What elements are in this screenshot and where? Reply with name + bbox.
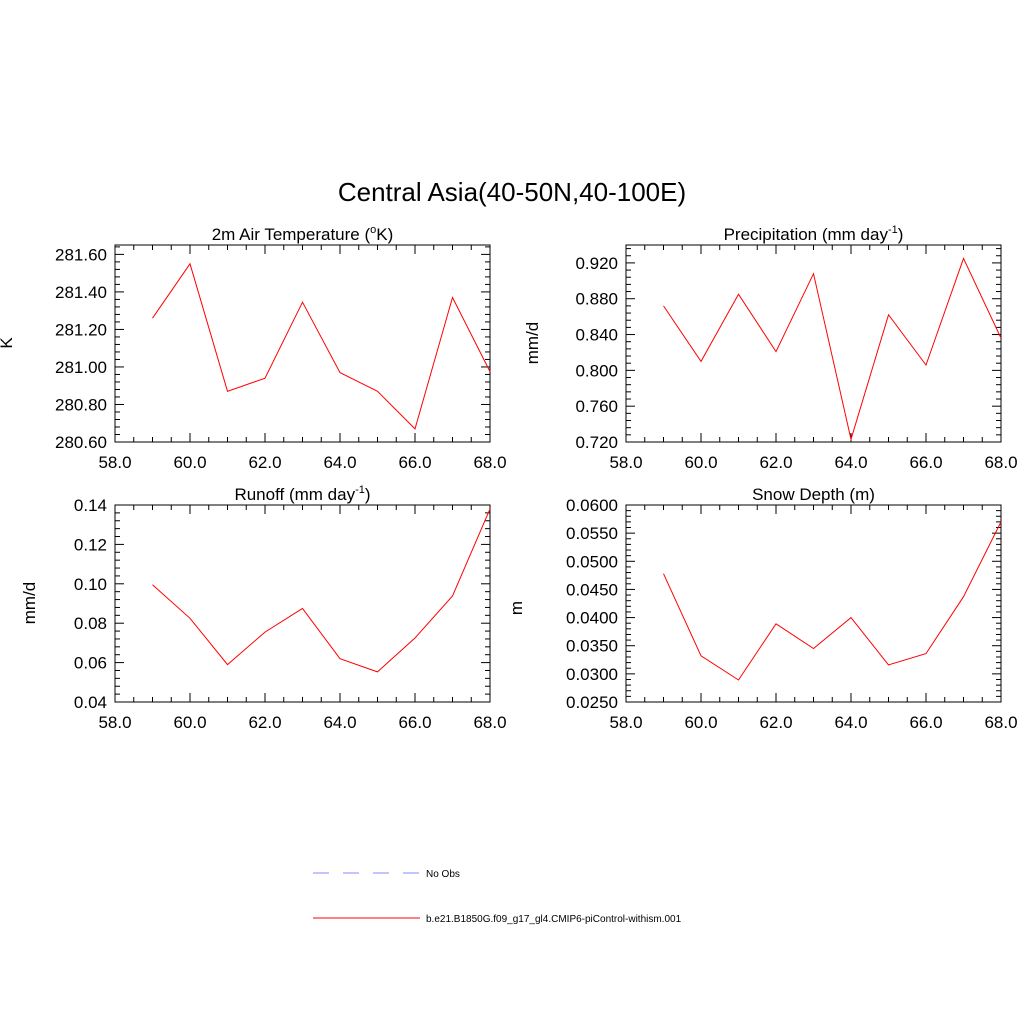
y-tick-label: 0.840 <box>575 326 618 345</box>
x-tick-label: 58.0 <box>98 713 131 732</box>
y-tick-label: 0.0600 <box>566 496 618 515</box>
y-tick-label: 0.14 <box>74 496 107 515</box>
legend-label: No Obs <box>426 869 460 880</box>
chart-panel-4: Snow Depth (m) m 58.0 60.0 62.0 64.0 66.0 68.0 0… <box>507 485 1018 732</box>
legend: No Obs b.e21.B1850G.f09_g17_gl4.CMIP6-piC… <box>313 869 682 925</box>
x-tick-label: 60.0 <box>173 713 206 732</box>
x-tick-label: 66.0 <box>909 713 942 732</box>
x-tick-label: 58.0 <box>98 453 131 472</box>
y-tick-label: 0.08 <box>74 614 107 633</box>
y-tick-label: 0.760 <box>575 397 618 416</box>
chart-panel-1: 2m Air Temperature (oK) K 58.0 60.0 62.0 64.0… <box>0 224 507 472</box>
legend-item-2: b.e21.B1850G.f09_g17_gl4.CMIP6-piControl… <box>313 914 682 925</box>
chart-panel-2: Precipitation (mm day-1) mm/d 58.0 60.0 62.0… <box>523 224 1018 472</box>
y-tick-label: 281.60 <box>55 245 107 264</box>
y-tick-label: 0.0350 <box>566 637 618 656</box>
legend-item-1: No Obs <box>313 869 460 880</box>
x-tick-label: 58.0 <box>609 453 642 472</box>
series-line <box>152 508 491 673</box>
y-tick-label: 0.0300 <box>566 665 618 684</box>
y-tick-label: 0.06 <box>74 654 107 673</box>
chart-title: Runoff (mm day-1) <box>234 484 370 504</box>
chart-title: Precipitation (mm day-1) <box>724 224 904 244</box>
legend-label: b.e21.B1850G.f09_g17_gl4.CMIP6-piControl… <box>426 914 682 925</box>
y-tick-label: 0.920 <box>575 254 618 273</box>
x-tick-label: 68.0 <box>984 453 1017 472</box>
y-axis-label: K <box>0 337 16 349</box>
x-tick-label: 66.0 <box>398 713 431 732</box>
axes-frame <box>114 504 491 703</box>
chart-panel-3: Runoff (mm day-1) mm/d 58.0 60.0 62.0 64.0 66.… <box>20 484 507 732</box>
x-tick-label: 58.0 <box>609 713 642 732</box>
x-tick-label: 60.0 <box>684 453 717 472</box>
x-tick-label: 64.0 <box>834 453 867 472</box>
y-tick-label: 0.10 <box>74 575 107 594</box>
y-tick-label: 0.880 <box>575 290 618 309</box>
x-tick-label: 62.0 <box>759 453 792 472</box>
y-tick-label: 281.00 <box>55 358 107 377</box>
x-tick-label: 62.0 <box>759 713 792 732</box>
y-tick-label: 0.04 <box>74 693 107 712</box>
y-tick-label: 0.0550 <box>566 524 618 543</box>
y-tick-label: 0.0450 <box>566 580 618 599</box>
x-tick-label: 64.0 <box>834 713 867 732</box>
y-tick-label: 0.0400 <box>566 609 618 628</box>
y-tick-label: 280.60 <box>55 433 107 452</box>
y-tick-label: 0.720 <box>575 433 618 452</box>
y-tick-label: 0.0250 <box>566 693 618 712</box>
x-tick-label: 62.0 <box>248 453 281 472</box>
axes-frame <box>114 244 491 443</box>
series-line <box>152 262 491 430</box>
y-tick-label: 0.800 <box>575 361 618 380</box>
x-tick-label: 66.0 <box>909 453 942 472</box>
y-tick-label: 281.20 <box>55 320 107 339</box>
x-tick-label: 68.0 <box>473 713 506 732</box>
x-tick-label: 66.0 <box>398 453 431 472</box>
y-tick-label: 0.12 <box>74 535 107 554</box>
x-tick-label: 68.0 <box>473 453 506 472</box>
chart-title: 2m Air Temperature (oK) <box>212 224 394 244</box>
main-title: Central Asia(40-50N,40-100E) <box>338 177 686 207</box>
y-tick-label: 280.80 <box>55 395 107 414</box>
y-tick-label: 0.0500 <box>566 552 618 571</box>
x-tick-label: 62.0 <box>248 713 281 732</box>
x-tick-label: 68.0 <box>984 713 1017 732</box>
y-axis-label: mm/d <box>20 582 39 625</box>
axes-frame <box>625 504 1002 703</box>
series-line <box>663 521 1002 681</box>
x-tick-label: 64.0 <box>323 713 356 732</box>
x-tick-label: 64.0 <box>323 453 356 472</box>
series-line <box>663 257 1002 442</box>
y-axis-label: m <box>507 601 526 615</box>
x-tick-label: 60.0 <box>684 713 717 732</box>
y-tick-label: 281.40 <box>55 283 107 302</box>
y-axis-label: mm/d <box>523 322 542 365</box>
chart-title: Snow Depth (m) <box>752 485 875 504</box>
x-tick-label: 60.0 <box>173 453 206 472</box>
panels-group: 2m Air Temperature (oK) K 58.0 60.0 62.0 64.0… <box>0 224 1018 732</box>
